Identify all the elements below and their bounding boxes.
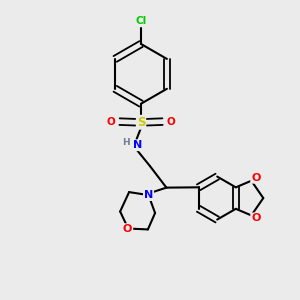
Text: O: O [123, 224, 132, 234]
Text: O: O [107, 117, 116, 127]
Text: O: O [167, 117, 175, 127]
Text: H: H [122, 138, 130, 147]
Text: O: O [251, 173, 260, 183]
Text: Cl: Cl [135, 16, 147, 26]
Text: O: O [251, 213, 260, 224]
Text: N: N [144, 190, 153, 200]
Text: N: N [133, 140, 142, 150]
Text: S: S [137, 116, 145, 129]
